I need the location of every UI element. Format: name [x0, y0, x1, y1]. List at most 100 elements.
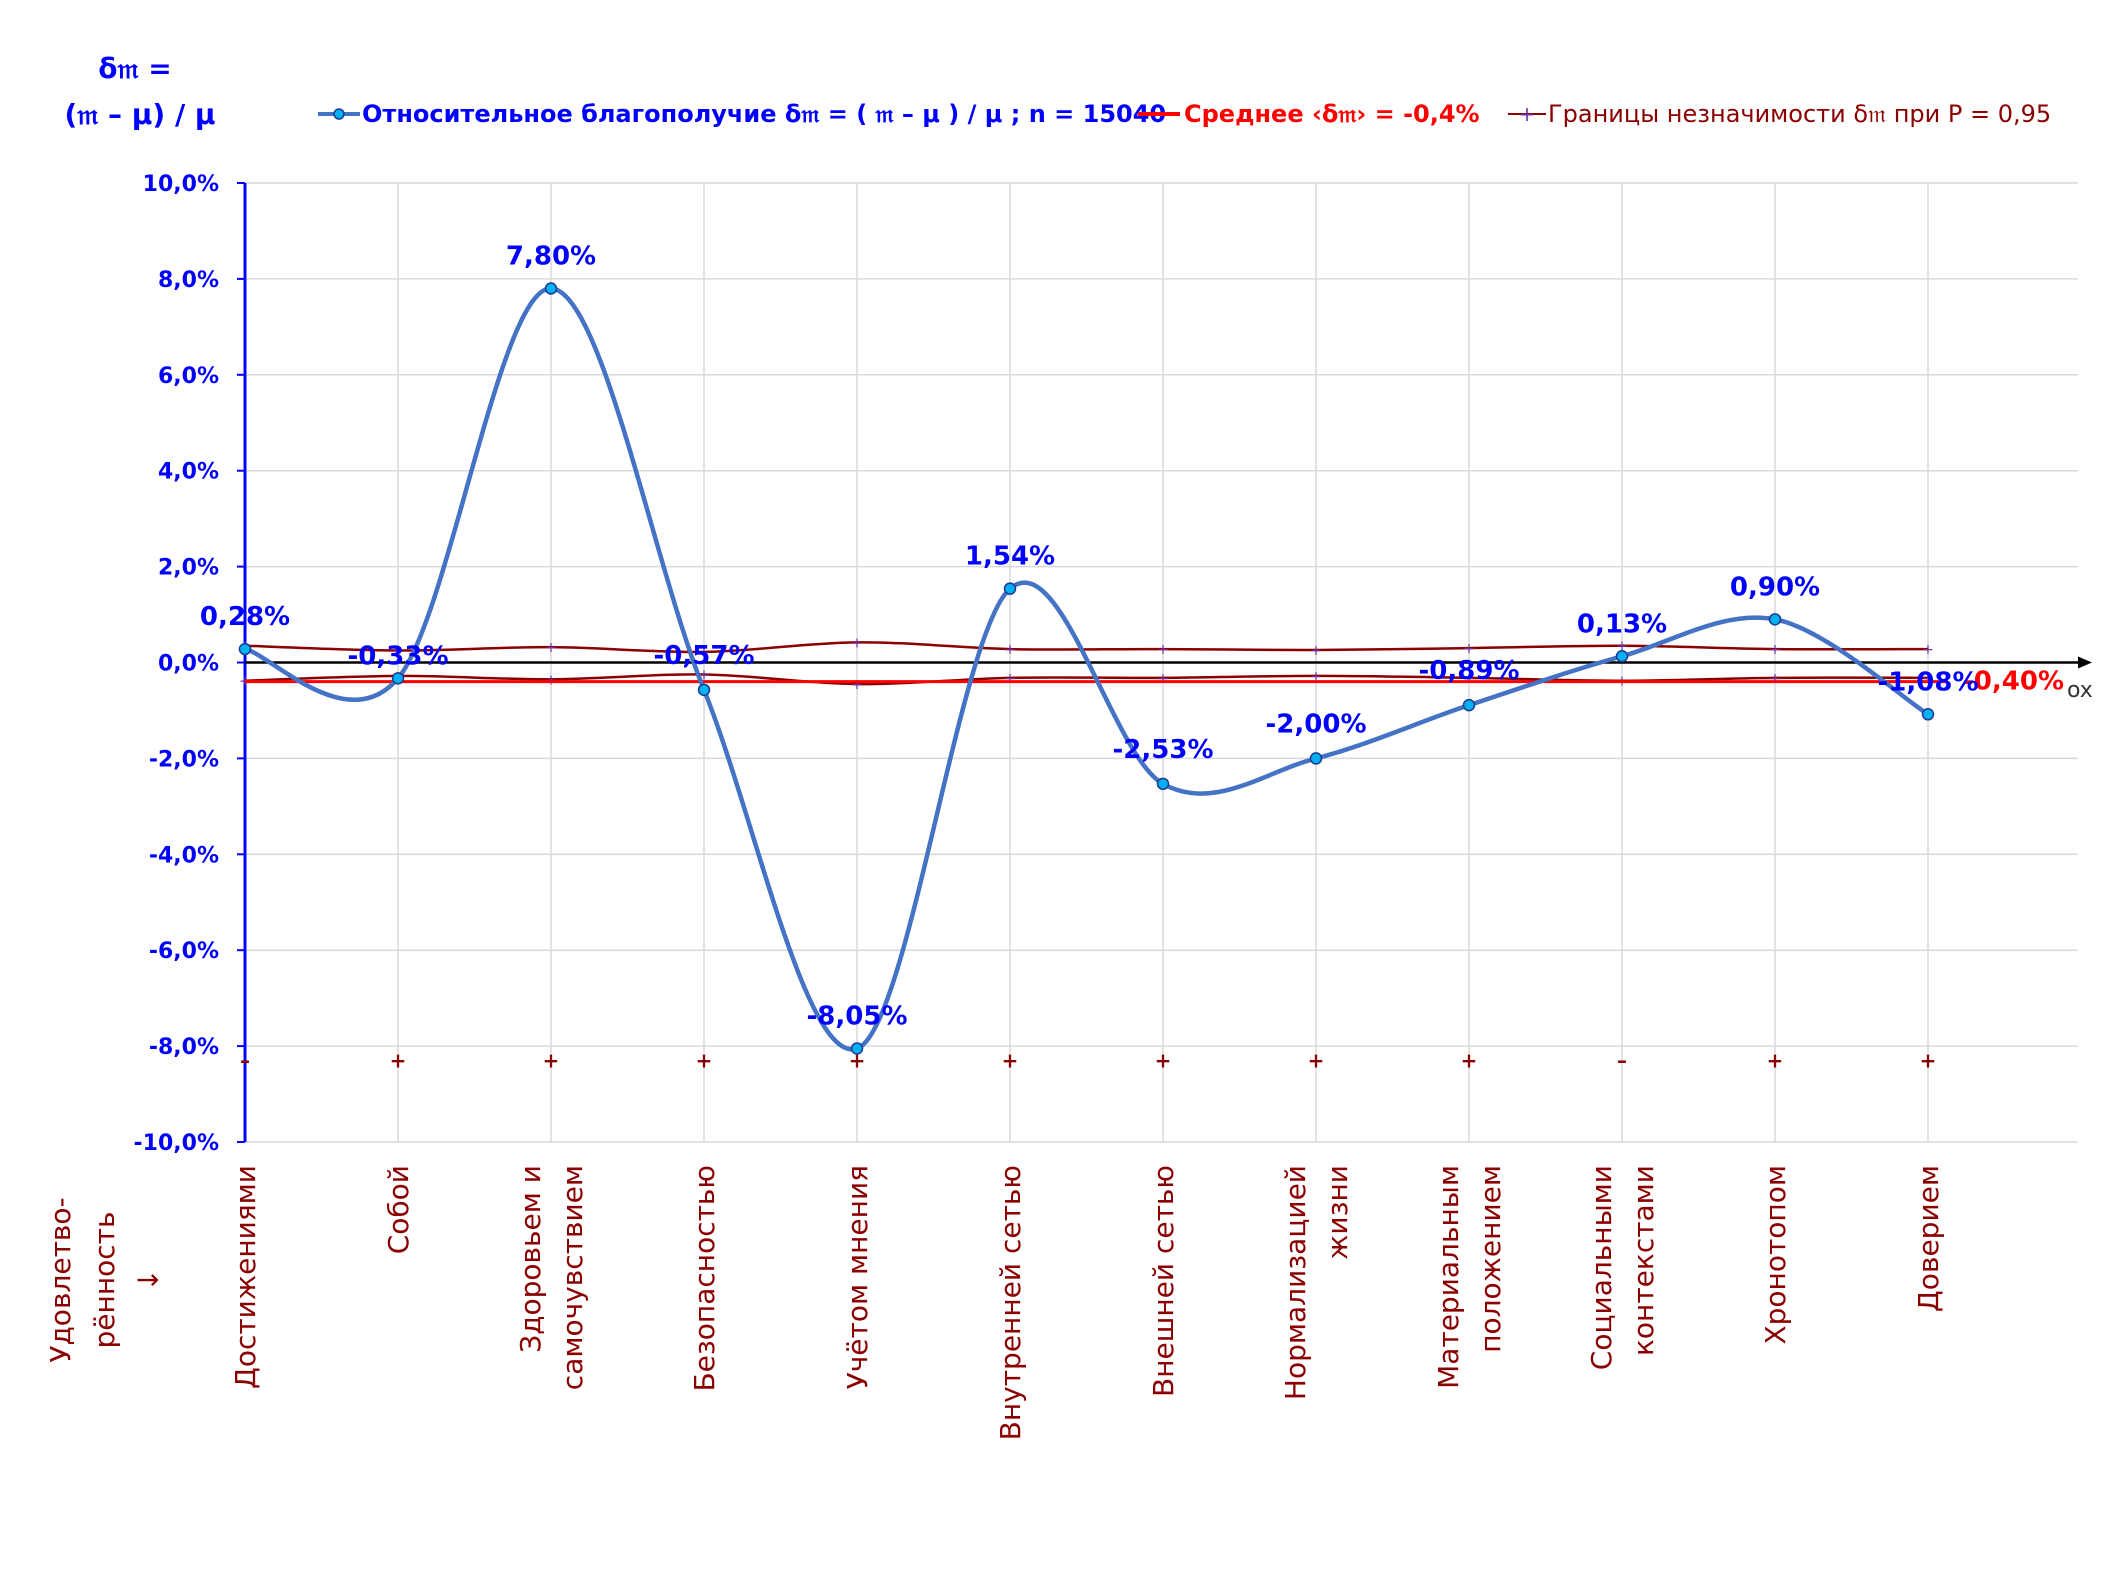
- category-label-line: Внутренней сетью: [994, 1165, 1027, 1440]
- bound-marker: +: [1463, 671, 1475, 687]
- legend-entry-mean: Среднее ‹δ𝔪› = -0,4%: [1138, 100, 1480, 128]
- y-tick-label: 8,0%: [158, 268, 219, 293]
- data-point: [544, 282, 558, 295]
- significance-marker: +: [543, 1048, 560, 1072]
- data-point: [1003, 582, 1017, 595]
- series-line: [244, 286, 1930, 1052]
- bound-marker: +: [851, 635, 863, 651]
- bound-marker: +: [1157, 671, 1169, 687]
- bound-marker: +: [1157, 642, 1169, 658]
- bound-marker: +: [1922, 671, 1934, 687]
- bound-marker: +: [1769, 671, 1781, 687]
- bound-marker: +: [698, 645, 710, 661]
- significance-marker: +: [1002, 1048, 1019, 1072]
- bound-marker: +: [1922, 642, 1934, 658]
- bound-marker: +: [1463, 641, 1475, 657]
- bound-marker: +: [1310, 669, 1322, 685]
- side-label-line-1: Удовлетво-: [44, 1197, 77, 1362]
- category-label-line: Учётом мнения: [841, 1165, 874, 1389]
- y-tick-label: -10,0%: [134, 1131, 219, 1156]
- y-tick-label: 10,0%: [143, 172, 219, 197]
- significance-marker: +: [1767, 1048, 1784, 1072]
- data-label: -0,33%: [348, 641, 449, 671]
- legend-marker-bounds: +: [1519, 102, 1536, 126]
- legend-entry-relative-wellbeing: Относительное благополучие δ𝔪 = ( 𝔪 – μ …: [318, 100, 1166, 128]
- y-tick-label: 2,0%: [158, 556, 219, 581]
- side-label-line-3: ↓: [132, 1268, 165, 1291]
- y-tick-label: -2,0%: [149, 747, 219, 772]
- data-label: -0,89%: [1419, 656, 1520, 686]
- category-label: Внешней сетью: [1147, 1165, 1180, 1397]
- category-label: Нормализацией жизни: [1279, 1165, 1354, 1400]
- data-point: [238, 642, 252, 656]
- category-label: Материальным положением: [1432, 1165, 1507, 1389]
- significance-marker: +: [1308, 1048, 1325, 1072]
- y-axis-title-line-1: δ𝔪 =: [98, 52, 172, 85]
- relative-wellbeing-series: [238, 282, 1935, 1055]
- category-label: Хронотопом: [1759, 1165, 1792, 1345]
- y-axis-ticks: 10,0% 8,0% 6,0% 4,0% 2,0% 0,0% -2,0% -4,0% -6,0%…: [134, 172, 245, 1156]
- bound-marker: +: [1004, 642, 1016, 658]
- significance-marker: +: [1461, 1048, 1478, 1072]
- category-label: Учётом мнения: [841, 1165, 874, 1389]
- category-label-line: контекстами: [1627, 1165, 1660, 1356]
- y-axis-title-line-2: (𝔪 – μ) / μ: [64, 98, 215, 131]
- bound-marker: +: [851, 677, 863, 693]
- significance-marker: +: [849, 1048, 866, 1072]
- x-axis-name: ox: [2067, 678, 2093, 703]
- y-tick-label: -6,0%: [149, 939, 219, 964]
- data-point: [1462, 698, 1476, 712]
- data-label: -1,08%: [1878, 667, 1979, 697]
- data-point: [1156, 777, 1170, 791]
- category-label: Доверием: [1912, 1165, 1945, 1312]
- category-label: Социальными контекстами: [1585, 1165, 1660, 1370]
- category-label: Безопасностью: [688, 1165, 721, 1392]
- bound-marker: +: [1616, 639, 1628, 655]
- legend-label-bounds: Границы незначимости δ𝔪 при P = 0,95: [1548, 100, 2051, 128]
- y-tick-label: -8,0%: [149, 1035, 219, 1060]
- data-labels: 0,28% -0,33% 7,80% -0,57% -8,05% 1,54% -2,53% -…: [200, 241, 1979, 1031]
- mean-label: -0,40%: [1963, 667, 2064, 697]
- mean-line: -0,40%: [245, 667, 2064, 697]
- bound-marker: +: [1004, 671, 1016, 687]
- upper-bound-line: [244, 641, 1929, 654]
- x-axis-arrow: [2078, 656, 2092, 669]
- data-label: -0,57%: [654, 641, 755, 671]
- data-point: [1921, 708, 1935, 721]
- y-tick-label: 4,0%: [158, 460, 219, 485]
- data-point: [697, 683, 711, 697]
- bound-marker: +: [392, 644, 404, 660]
- significance-marker: +: [390, 1048, 407, 1072]
- bound-marker: +: [1310, 643, 1322, 659]
- legend-marker-relative-wellbeing: [333, 108, 345, 120]
- data-label: 7,80%: [506, 241, 596, 271]
- category-label-line: жизни: [1321, 1165, 1354, 1260]
- category-label-line: Нормализацией: [1279, 1165, 1312, 1400]
- category-label: Достижениями: [229, 1165, 262, 1389]
- significance-marker: +: [1155, 1048, 1172, 1072]
- significance-marker: +: [696, 1048, 713, 1072]
- y-axis-title: δ𝔪 = (𝔪 – μ) / μ: [64, 52, 215, 131]
- category-label-line: Собой: [382, 1165, 415, 1254]
- side-label-line-2: рённость: [88, 1212, 121, 1349]
- category-label-line: Материальным: [1432, 1165, 1465, 1389]
- data-label: 0,28%: [200, 602, 290, 632]
- x-axis-categories: Достижениями Собой Здоровьем и самочувствие…: [229, 1165, 1945, 1440]
- data-point: [850, 1042, 864, 1055]
- legend-entry-bounds: + Границы незначимости δ𝔪 при P = 0,95: [1508, 100, 2051, 128]
- significance-marker: +: [1920, 1048, 1937, 1072]
- data-label: -2,00%: [1266, 709, 1367, 739]
- category-label-line: положением: [1474, 1165, 1507, 1353]
- data-label: -8,05%: [807, 1001, 908, 1031]
- legend: Относительное благополучие δ𝔪 = ( 𝔪 – μ …: [318, 100, 2051, 128]
- axes: [243, 183, 2092, 1142]
- y-tick-label: -4,0%: [149, 843, 219, 868]
- y-tick-label: 6,0%: [158, 364, 219, 389]
- data-point: [1615, 650, 1629, 663]
- category-label-line: Доверием: [1912, 1165, 1945, 1312]
- data-label: 1,54%: [965, 542, 1055, 572]
- y-tick-label: 0,0%: [158, 652, 219, 677]
- category-label-line: Безопасностью: [688, 1165, 721, 1392]
- legend-label-relative-wellbeing: Относительное благополучие δ𝔪 = ( 𝔪 – μ …: [362, 100, 1166, 128]
